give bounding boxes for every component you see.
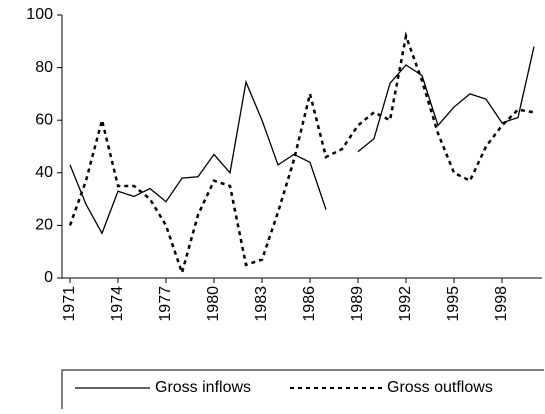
y-tick-label: 20 [35, 217, 53, 234]
x-tick-label: 1986 [301, 286, 318, 322]
x-tick-label: 1980 [205, 286, 222, 322]
x-tick-label: 1992 [397, 286, 414, 322]
x-tick-label: 1974 [109, 286, 126, 322]
y-tick-label: 0 [44, 269, 53, 286]
legend-label: Gross outflows [387, 379, 493, 396]
series-line [357, 46, 535, 153]
x-tick-label: 1998 [493, 286, 510, 322]
x-tick-label: 1977 [157, 286, 174, 322]
series-line [68, 31, 535, 277]
series-line [69, 79, 327, 235]
x-tick-label: 1989 [349, 286, 366, 322]
legend-box [61, 369, 544, 409]
x-tick-label: 1983 [253, 286, 270, 322]
y-tick-label: 80 [35, 59, 53, 76]
y-tick-label: 60 [35, 111, 53, 128]
x-tick-label: 1995 [445, 286, 462, 322]
y-tick-label: 40 [35, 164, 53, 181]
y-tick-label: 100 [26, 6, 53, 23]
x-tick-label: 1971 [61, 286, 78, 322]
legend-label: Gross inflows [155, 379, 251, 396]
